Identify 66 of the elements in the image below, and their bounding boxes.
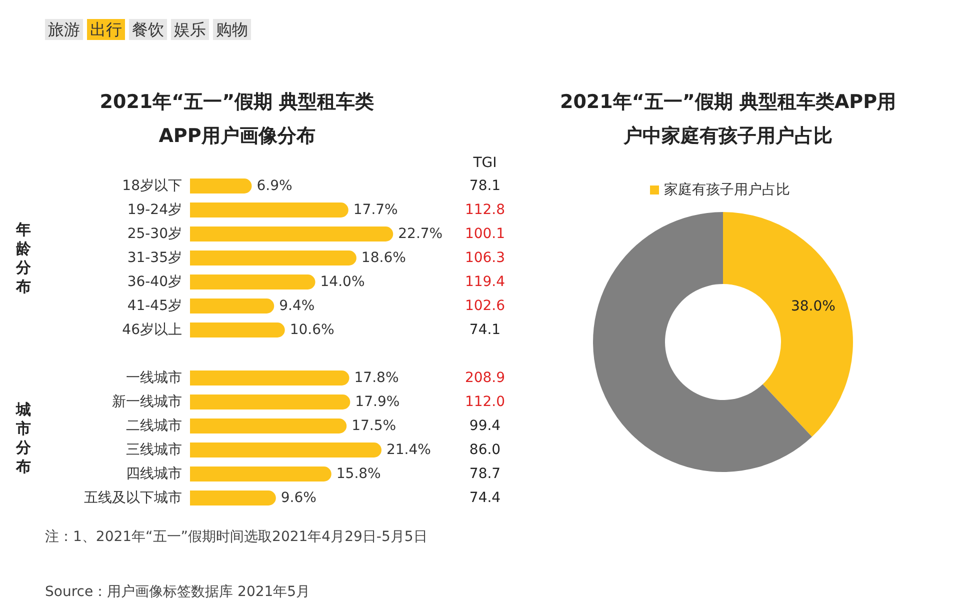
bar: [190, 466, 332, 482]
source-note: Source：用户画像标签数据库 2021年5月: [45, 583, 310, 601]
bar: [190, 322, 285, 338]
text: 100.1: [464, 226, 506, 242]
data-label: 17.7%: [353, 202, 398, 218]
bar: [190, 298, 274, 314]
text: 208.9: [464, 370, 506, 386]
data-label: 9.6%: [280, 490, 316, 506]
text: 旅游: [45, 19, 83, 40]
data-label: 22.7%: [398, 226, 443, 242]
data-label: 38.0%: [790, 298, 836, 314]
y-tick-label: 36-40岁: [127, 274, 182, 290]
bar: [190, 442, 382, 458]
chart-title: 2021年“五一”假期 典型租车类APP用户中家庭有孩子用户占比: [560, 91, 896, 147]
text: 购物: [213, 19, 251, 40]
bar: [190, 178, 252, 194]
y-tick-label: 18岁以下: [122, 178, 182, 194]
text: 74.4: [469, 490, 501, 506]
text: 74.1: [469, 322, 501, 338]
data-label: 9.4%: [279, 298, 315, 314]
text: 城市分布: [15, 400, 32, 476]
bar: [190, 490, 276, 506]
bar: [190, 274, 316, 290]
data-label: 17.8%: [354, 370, 399, 386]
text: 119.4: [464, 274, 506, 290]
bar: [190, 394, 350, 410]
text: 99.4: [469, 418, 501, 434]
text: 年龄分布: [15, 220, 32, 296]
data-label: 18.6%: [361, 250, 406, 266]
text: 娱乐: [171, 19, 209, 40]
data-label: 17.5%: [352, 418, 396, 434]
y-tick-label: 新一线城市: [112, 394, 182, 410]
y-tick-label: 二线城市: [126, 418, 182, 434]
y-tick-label: 25-30岁: [127, 226, 182, 242]
data-label: 6.9%: [256, 178, 292, 194]
text: 78.1: [469, 178, 501, 194]
bar: [190, 226, 394, 242]
bar: [190, 370, 350, 386]
data-label: 15.8%: [336, 466, 381, 482]
y-tick-label: 41-45岁: [127, 298, 182, 314]
text: 餐饮: [129, 19, 167, 40]
legend-label: 家庭有孩子用户占比: [664, 182, 790, 198]
text: 112.0: [464, 394, 506, 410]
text: 102.6: [464, 298, 506, 314]
data-label: 10.6%: [290, 322, 334, 338]
text: 106.3: [464, 250, 506, 266]
y-tick-label: 46岁以上: [122, 322, 182, 338]
text: 出行: [87, 19, 125, 40]
y-tick-label: 19-24岁: [127, 202, 182, 218]
y-tick-label: 五线及以下城市: [84, 490, 182, 506]
data-label: 17.9%: [355, 394, 400, 410]
text: 112.8: [464, 202, 506, 218]
text: 注：1、2021年“五一”假期时间选取2021年4月29日-5月5日: [45, 528, 428, 546]
y-tick-label: 31-35岁: [127, 250, 182, 266]
y-tick-label: 三线城市: [126, 442, 182, 458]
y-tick-label: 四线城市: [126, 466, 182, 482]
data-label: 21.4%: [386, 442, 431, 458]
data-label: 14.0%: [320, 274, 365, 290]
text: 78.7: [469, 466, 501, 482]
bar: [190, 418, 347, 434]
chart-title: 2021年“五一”假期 典型租车类APP用户画像分布: [100, 91, 374, 147]
bar: [190, 250, 356, 266]
text: 86.0: [469, 442, 501, 458]
bar: [190, 202, 348, 218]
text: TGI: [472, 155, 497, 171]
y-tick-label: 一线城市: [126, 370, 182, 386]
